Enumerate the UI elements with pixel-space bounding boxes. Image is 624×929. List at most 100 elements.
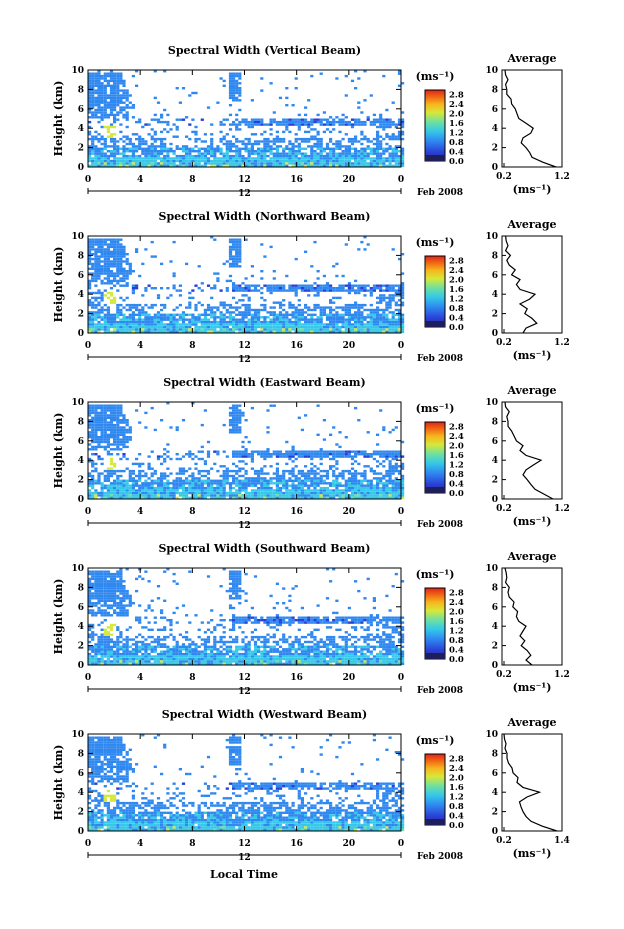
heatmap-cell: [169, 323, 173, 326]
heatmap-cell: [228, 123, 233, 126]
heatmap-cell: [322, 438, 326, 441]
heatmap-cell: [391, 147, 395, 150]
heatmap-cell: [291, 320, 295, 324]
heatmap-cell: [397, 325, 402, 329]
heatmap-cell: [385, 108, 389, 112]
heatmap-cell: [341, 120, 345, 124]
heatmap-cell: [250, 406, 254, 410]
heatmap-cell: [382, 137, 386, 141]
heatmap-cell: [166, 154, 170, 158]
heatmap-cell: [394, 489, 398, 492]
heatmap-cell: [360, 482, 364, 485]
heatmap-cell: [238, 289, 242, 292]
heatmap-cell: [100, 96, 104, 100]
heatmap-cell: [225, 472, 229, 475]
heatmap-cell: [366, 140, 370, 143]
heatmap-cell: [385, 484, 389, 487]
heatmap-cell: [357, 484, 361, 487]
heatmap-cell: [141, 496, 145, 499]
heatmap-cell: [128, 426, 132, 429]
heatmap-cell: [172, 152, 176, 155]
heatmap-cell: [103, 99, 107, 102]
heatmap-cell: [360, 133, 364, 136]
heatmap-cell: [285, 330, 289, 333]
y-axis-label: Height (km): [52, 579, 65, 655]
heatmap-cell: [91, 638, 95, 641]
heatmap-cell: [366, 494, 370, 497]
heatmap-cell: [266, 453, 270, 456]
heatmap-cell: [213, 311, 217, 314]
heatmap-cell: [335, 474, 339, 478]
heatmap-cell: [188, 453, 192, 456]
heatmap-cell: [244, 164, 248, 167]
heatmap-cell: [91, 448, 95, 451]
heatmap-cell: [263, 308, 267, 312]
heatmap-cell: [397, 137, 402, 141]
heatmap-cell: [385, 308, 389, 312]
heatmap-cell: [169, 142, 173, 146]
heatmap-cell: [288, 325, 292, 329]
heatmap-cell: [113, 157, 117, 160]
heatmap-cell: [109, 104, 114, 107]
heatmap-cell: [232, 87, 236, 90]
heatmap-cell: [401, 162, 405, 165]
heatmap-cell: [122, 330, 126, 333]
heatmap-cell: [250, 467, 254, 470]
heatmap-cell: [206, 284, 211, 287]
heatmap-cell: [376, 152, 380, 155]
heatmap-cell: [297, 469, 301, 473]
heatmap-cell: [97, 154, 101, 158]
heatmap-cell: [94, 311, 98, 314]
heatmap-cell: [160, 152, 164, 155]
heatmap-cell: [213, 496, 217, 499]
heatmap-cell: [200, 457, 204, 461]
colorbar-bottom: [425, 487, 445, 493]
heatmap-cell: [310, 318, 314, 321]
heatmap-cell: [109, 414, 114, 417]
heatmap-cell: [97, 72, 101, 75]
heatmap-cell: [341, 123, 345, 126]
heatmap-cell: [125, 157, 129, 160]
heatmap-cell: [372, 469, 376, 473]
heatmap-cell: [166, 113, 170, 117]
heatmap-cell: [91, 262, 95, 266]
heatmap-cell: [103, 262, 107, 266]
heatmap-cell: [94, 265, 98, 268]
heatmap-cell: [388, 453, 392, 456]
heatmap-cell: [228, 84, 233, 87]
heatmap-cell: [225, 474, 229, 478]
heatmap-cell: [122, 313, 126, 316]
heatmap-cell: [232, 74, 236, 78]
heatmap-cell: [160, 137, 164, 141]
heatmap-cell: [166, 130, 170, 134]
heatmap-cell: [163, 162, 167, 165]
heatmap-cell: [109, 274, 114, 278]
heatmap-cell: [122, 279, 126, 283]
heatmap-cell: [325, 494, 330, 497]
heatmap-cell: [241, 318, 245, 321]
heatmap-cell: [153, 320, 157, 324]
heatmap-cell: [122, 154, 126, 158]
heatmap-cell: [88, 602, 92, 605]
heatmap-cell: [272, 330, 276, 333]
heatmap-cell: [185, 494, 189, 497]
heatmap-cell: [341, 323, 345, 326]
heatmap-cell: [316, 496, 320, 499]
heatmap-cell: [332, 123, 336, 126]
heatmap-cell: [253, 316, 258, 319]
heatmap-cell: [266, 486, 270, 490]
heatmap-cell: [357, 101, 361, 104]
heatmap-cell: [97, 406, 101, 410]
heatmap-cell: [122, 496, 126, 499]
heatmap-cell: [113, 325, 117, 329]
heatmap-cell: [401, 111, 405, 114]
heatmap-cell: [250, 450, 254, 453]
heatmap-cell: [225, 491, 229, 495]
heatmap-cell: [109, 462, 114, 466]
heatmap-cell: [379, 154, 383, 158]
heatmap-cell: [128, 106, 132, 109]
heatmap-cell: [401, 133, 405, 136]
heatmap-cell: [382, 474, 386, 478]
heatmap-cell: [109, 262, 114, 266]
heatmap-cell: [119, 426, 123, 429]
